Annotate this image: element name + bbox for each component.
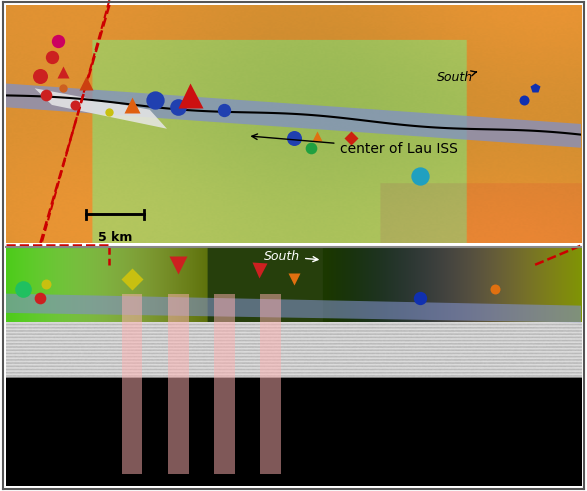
Text: center of Lau ISS: center of Lau ISS [252, 134, 457, 156]
Text: South: South [437, 71, 477, 84]
Polygon shape [6, 294, 581, 323]
Bar [122, 294, 143, 474]
Text: 5 km: 5 km [98, 231, 132, 244]
Bar [168, 294, 188, 474]
Text: South: South [264, 250, 318, 263]
Bar [261, 294, 281, 474]
Bar [214, 294, 235, 474]
Polygon shape [6, 83, 581, 148]
Polygon shape [35, 88, 167, 129]
